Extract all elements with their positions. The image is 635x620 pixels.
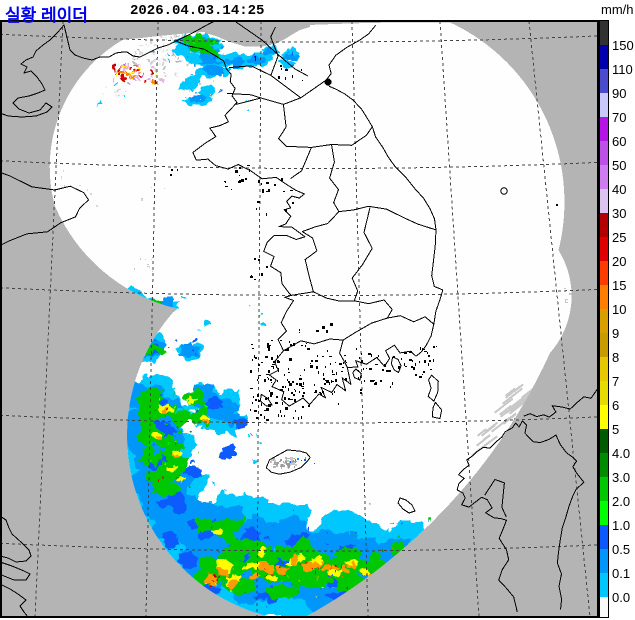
svg-text:0.5: 0.5 — [612, 542, 630, 557]
svg-text:10: 10 — [612, 302, 626, 317]
svg-text:40: 40 — [612, 182, 626, 197]
svg-text:25: 25 — [612, 230, 626, 245]
svg-text:4.0: 4.0 — [612, 446, 630, 461]
svg-text:20: 20 — [612, 254, 626, 269]
svg-text:0.1: 0.1 — [612, 566, 630, 581]
svg-text:150: 150 — [612, 38, 634, 53]
svg-text:5: 5 — [612, 422, 619, 437]
svg-text:6: 6 — [612, 398, 619, 413]
svg-text:2.0: 2.0 — [612, 494, 630, 509]
svg-text:50: 50 — [612, 158, 626, 173]
svg-text:90: 90 — [612, 86, 626, 101]
svg-text:9: 9 — [612, 326, 619, 341]
svg-text:30: 30 — [612, 206, 626, 221]
svg-text:0.0: 0.0 — [612, 590, 630, 605]
svg-text:15: 15 — [612, 278, 626, 293]
svg-text:8: 8 — [612, 350, 619, 365]
svg-text:60: 60 — [612, 134, 626, 149]
svg-text:3.0: 3.0 — [612, 470, 630, 485]
svg-text:110: 110 — [612, 62, 633, 77]
svg-text:70: 70 — [612, 110, 626, 125]
svg-text:1.0: 1.0 — [612, 518, 630, 533]
svg-text:7: 7 — [612, 374, 619, 389]
